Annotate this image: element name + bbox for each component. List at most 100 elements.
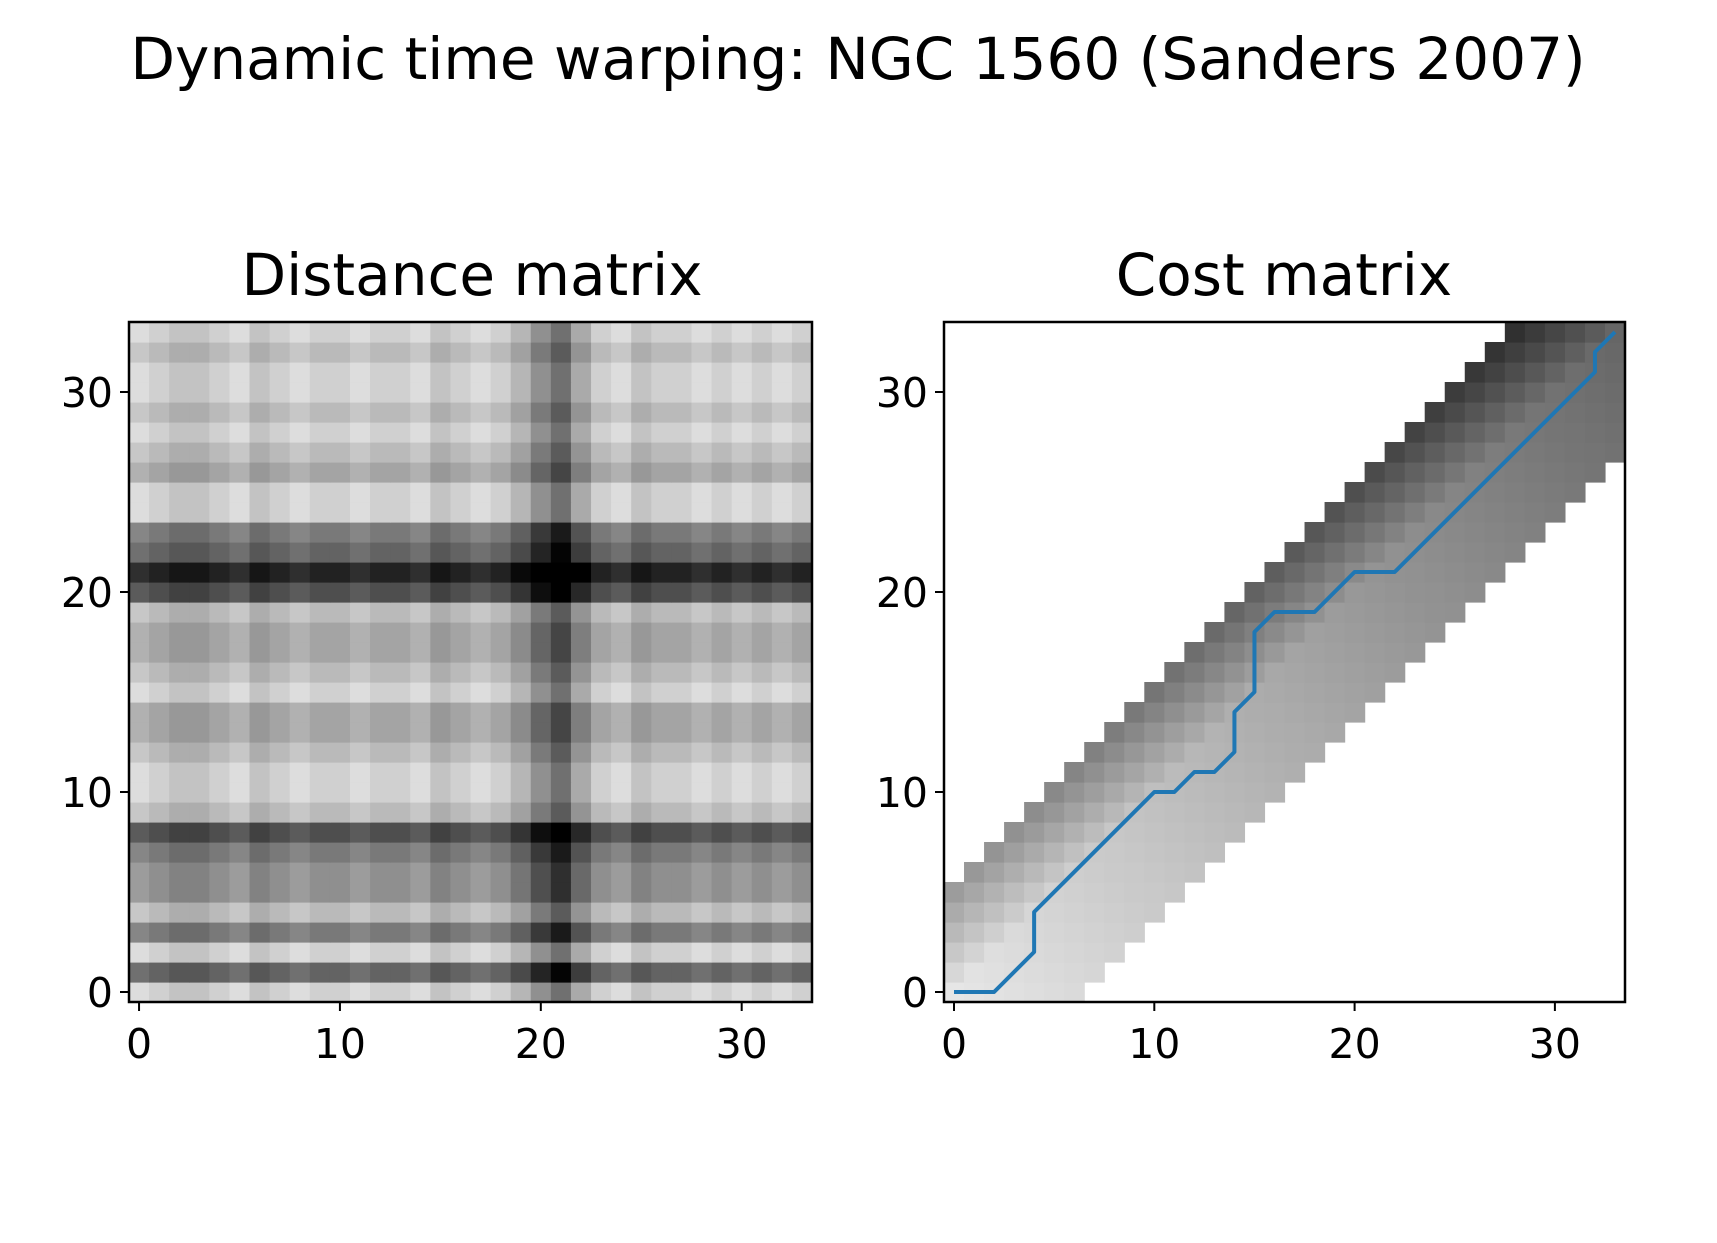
cost-matrix-cell <box>1424 622 1446 643</box>
cost-matrix-cell <box>1504 362 1526 383</box>
distance-matrix-cell <box>691 442 713 463</box>
distance-matrix-cell <box>129 662 150 683</box>
cost-matrix-cell <box>1464 442 1486 463</box>
distance-matrix-cell <box>791 862 813 883</box>
cost-matrix-cell <box>1564 362 1586 383</box>
cost-matrix-cell <box>1424 482 1446 503</box>
distance-matrix-cell <box>249 682 271 703</box>
distance-matrix-cell <box>611 522 632 543</box>
distance-matrix-cell <box>349 602 371 623</box>
cost-matrix-cell <box>1504 322 1526 343</box>
distance-matrix-cell <box>209 462 231 483</box>
cost-matrix-cell <box>984 882 1005 903</box>
distance-matrix-cell <box>329 482 351 503</box>
distance-matrix-cell <box>129 562 150 583</box>
distance-matrix-cell <box>731 782 753 803</box>
distance-matrix-cell <box>631 522 652 543</box>
cost-matrix-cell <box>1424 442 1446 463</box>
cost-matrix-cell <box>1164 702 1185 723</box>
distance-matrix-cell <box>370 482 391 503</box>
distance-matrix-cell <box>269 382 291 403</box>
distance-matrix-cell <box>249 622 271 643</box>
cost-matrix-cell <box>1144 862 1165 883</box>
distance-matrix-cell <box>329 542 351 563</box>
cost-matrix-cell <box>1004 882 1025 903</box>
distance-matrix-cell <box>289 642 311 663</box>
cost-matrix-cell <box>984 942 1005 963</box>
distance-matrix-xtick-label: 20 <box>515 1020 567 1068</box>
distance-matrix-cell <box>390 982 411 1003</box>
cost-matrix-cell <box>1344 502 1366 523</box>
distance-matrix-cell <box>209 982 231 1003</box>
distance-matrix-cell <box>410 322 431 343</box>
distance-matrix-cell <box>591 442 612 463</box>
distance-matrix-cell <box>410 442 431 463</box>
distance-matrix-cell <box>329 682 351 703</box>
distance-matrix-cell <box>731 862 753 883</box>
distance-matrix-cell <box>631 462 652 483</box>
cost-matrix-cell <box>1104 942 1125 963</box>
distance-matrix-cell <box>490 702 512 723</box>
cost-matrix-cell <box>1004 922 1025 943</box>
cost-matrix-cell <box>1444 582 1466 603</box>
cost-matrix-cell <box>1344 662 1366 683</box>
distance-matrix-cell <box>249 462 271 483</box>
figure-suptitle: Dynamic time warping: NGC 1560 (Sanders … <box>130 25 1585 93</box>
distance-matrix-cell <box>791 342 813 363</box>
cost-matrix-cell <box>1544 482 1566 503</box>
cost-matrix-cell <box>1344 602 1366 623</box>
cost-matrix-cell <box>1584 322 1606 343</box>
distance-matrix-cell <box>691 362 713 383</box>
distance-matrix-cell <box>530 842 552 863</box>
distance-matrix-cell <box>771 722 793 743</box>
cost-matrix-cell <box>1024 842 1045 863</box>
distance-matrix-cell <box>671 442 693 463</box>
cost-matrix-cell <box>1384 662 1406 683</box>
distance-matrix-cell <box>249 482 271 503</box>
distance-matrix-cell <box>149 642 170 663</box>
cost-matrix-cell <box>1144 842 1165 863</box>
cost-matrix-cell <box>1344 642 1366 663</box>
distance-matrix-cell <box>169 462 190 483</box>
distance-matrix-cell <box>751 462 773 483</box>
distance-matrix-cell <box>530 482 552 503</box>
distance-matrix-cell <box>349 802 371 823</box>
distance-matrix-cell <box>209 502 231 523</box>
distance-matrix-cell <box>470 802 492 823</box>
distance-matrix-cell <box>390 702 411 723</box>
distance-matrix-cell <box>550 782 572 803</box>
distance-matrix-cell <box>631 682 652 703</box>
distance-matrix-cell <box>570 602 592 623</box>
cost-matrix-ytick-label: 10 <box>876 769 928 817</box>
distance-matrix-cell <box>370 582 391 603</box>
distance-matrix-cell <box>390 802 411 823</box>
distance-matrix-cell <box>189 742 210 763</box>
distance-matrix-cell <box>751 522 773 543</box>
cost-matrix-cell <box>1084 922 1105 943</box>
distance-matrix-cell <box>470 462 492 483</box>
cost-matrix-cell <box>1544 422 1566 443</box>
cost-matrix-cell <box>1104 902 1125 923</box>
distance-matrix-cell <box>410 802 431 823</box>
distance-matrix-cell <box>149 382 170 403</box>
distance-matrix-cell <box>229 522 251 543</box>
distance-matrix-cell <box>370 442 391 463</box>
distance-matrix-cell <box>651 522 672 543</box>
distance-matrix-cell <box>711 782 733 803</box>
distance-matrix-cell <box>791 762 813 783</box>
distance-matrix-cell <box>249 782 271 803</box>
distance-matrix-cell <box>570 762 592 783</box>
cost-matrix-cell <box>1404 422 1426 443</box>
cost-matrix-cell <box>1204 622 1226 643</box>
distance-matrix-cell <box>530 862 552 883</box>
distance-matrix-cell <box>611 782 632 803</box>
distance-matrix-cell <box>771 582 793 603</box>
distance-matrix-cell <box>591 982 612 1003</box>
cost-matrix-cell <box>1184 662 1205 683</box>
cost-matrix-cell <box>1584 422 1606 443</box>
distance-matrix-cell <box>490 382 512 403</box>
distance-matrix-cell <box>771 662 793 683</box>
distance-matrix-cell <box>229 742 251 763</box>
distance-matrix-cell <box>651 482 672 503</box>
